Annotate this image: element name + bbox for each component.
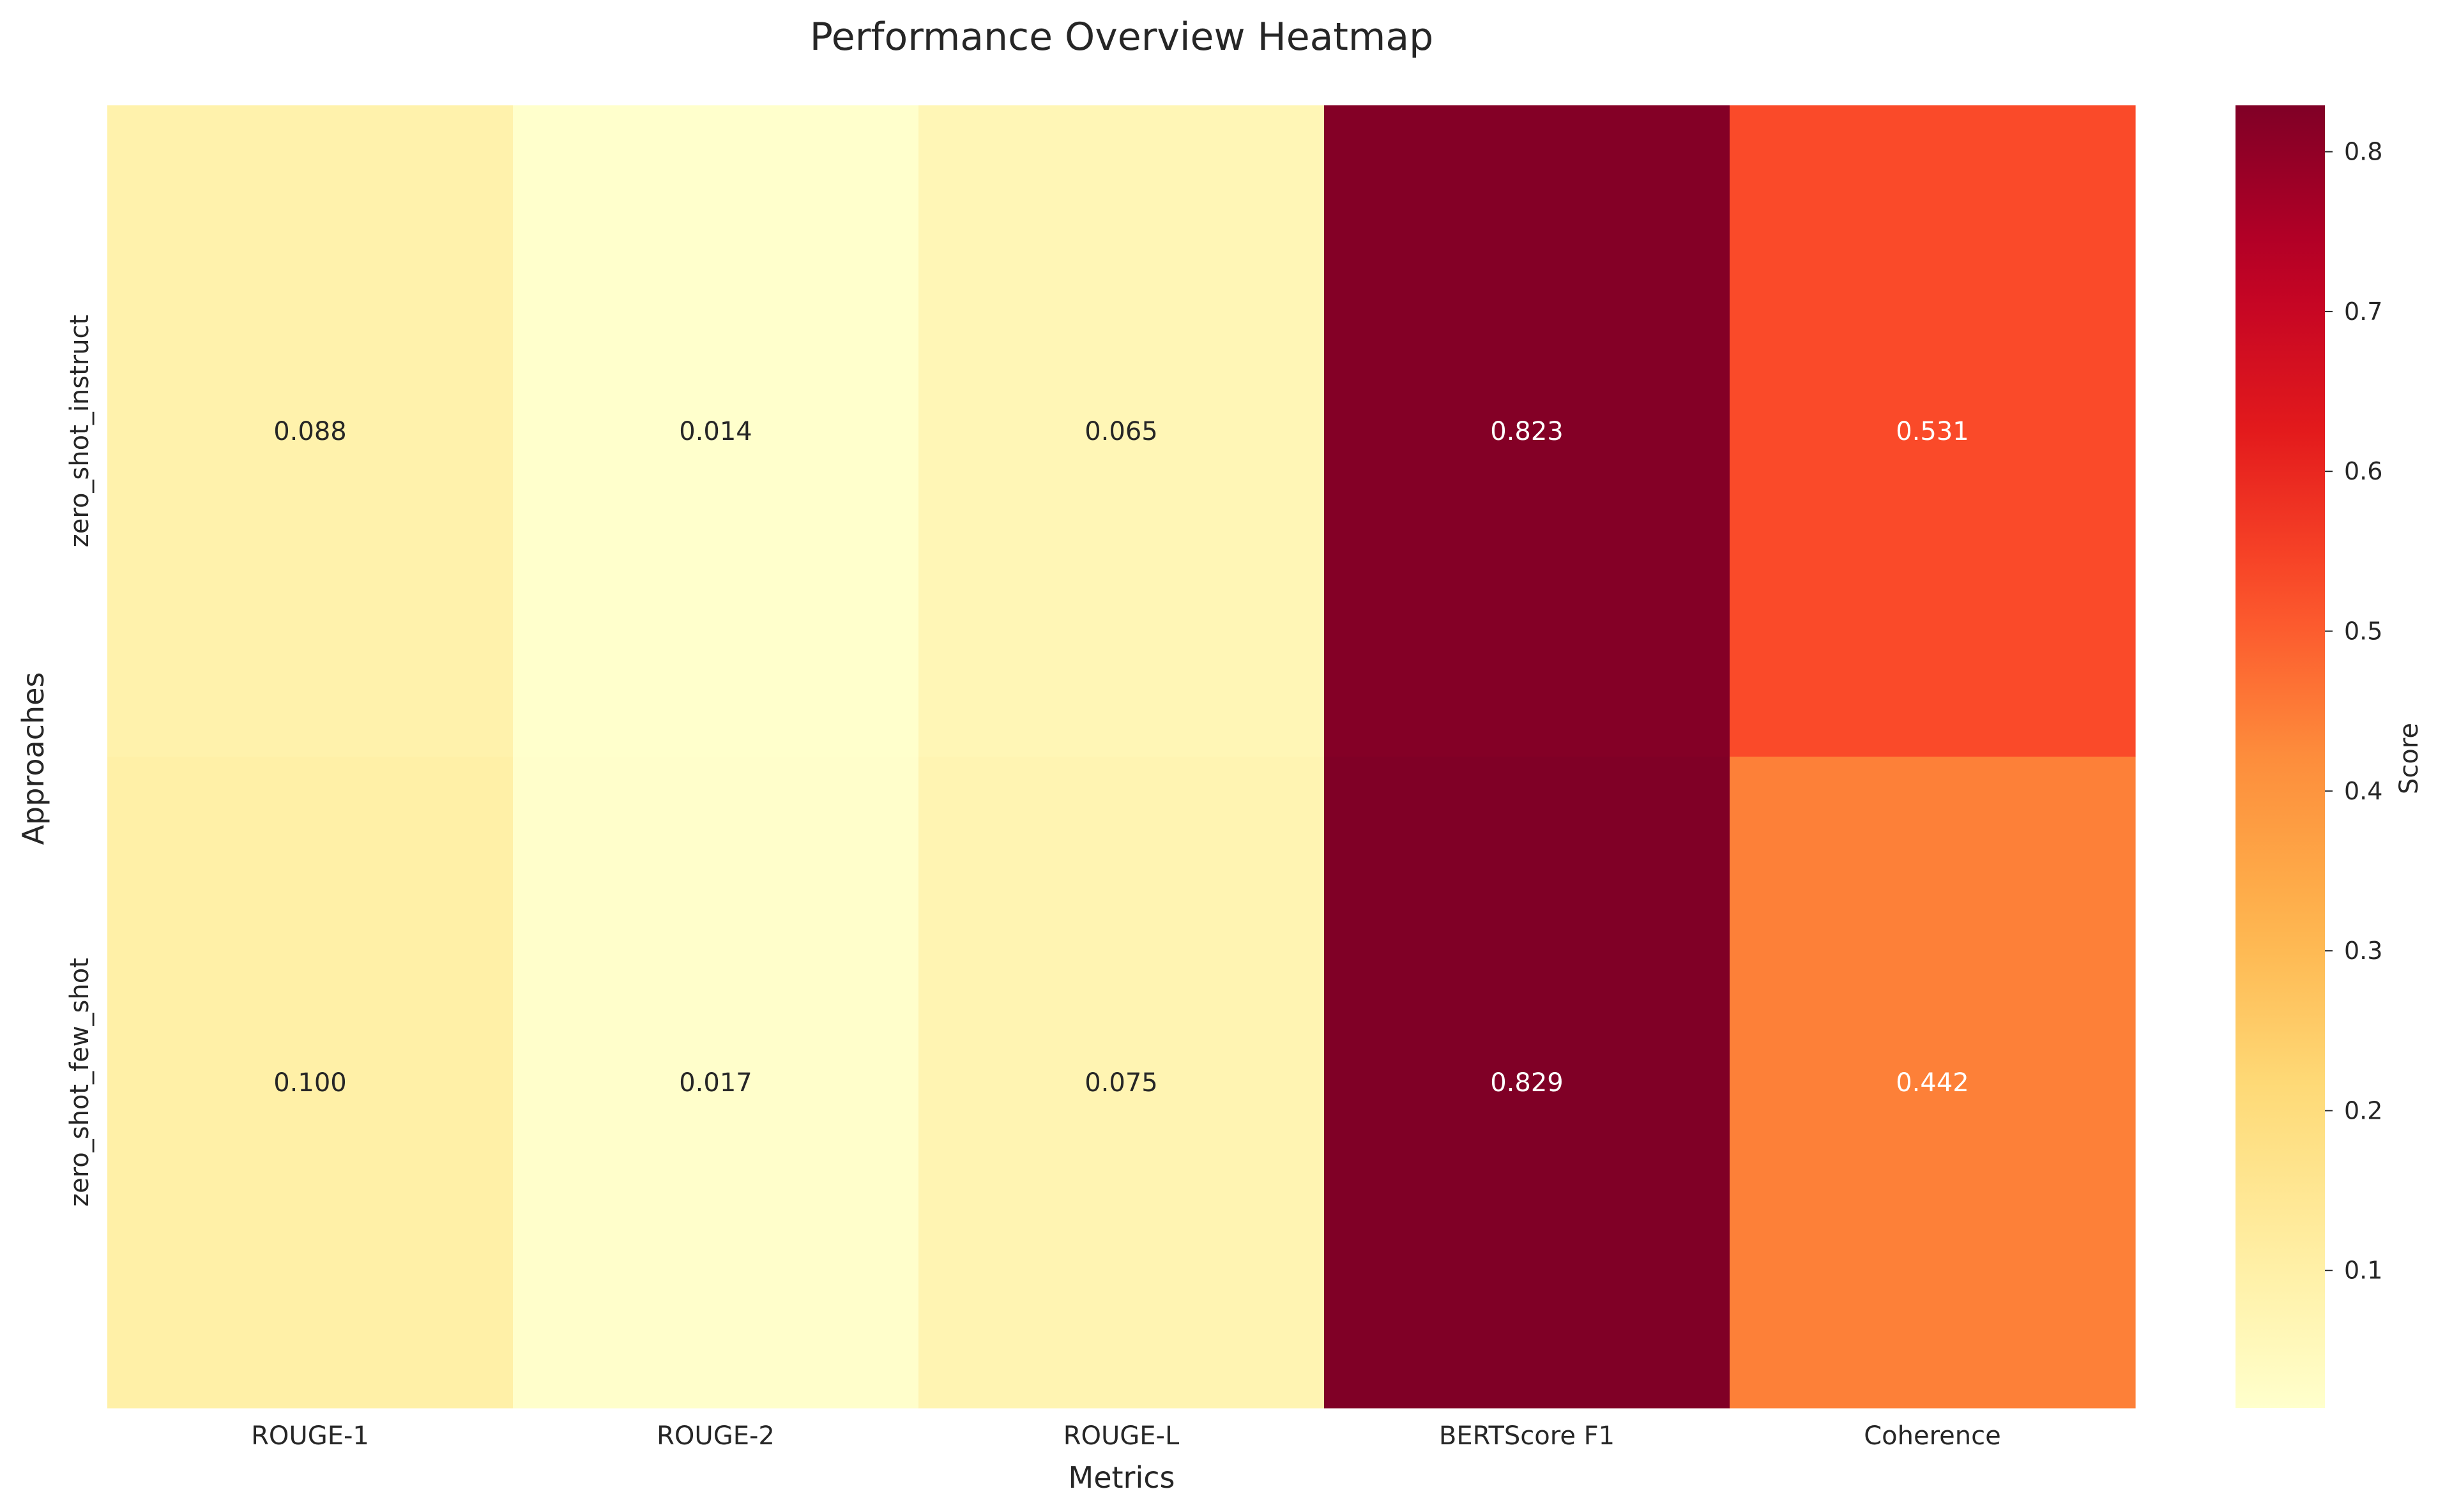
cell-value-label: 0.088	[273, 417, 347, 446]
x-tick-label: Coherence	[1864, 1421, 2001, 1451]
colorbar-tick-label: 0.6	[2344, 457, 2382, 485]
y-tick-labels: zero_shot_instruct zero_shot_few_shot	[65, 315, 95, 1207]
colorbar-ticks: 0.1 0.2 0.3 0.4 0.5 0.6 0.7 0.8	[2325, 138, 2382, 1285]
cell-value-labels: 0.088 0.014 0.065 0.823 0.531 0.100 0.017 0.075…	[273, 417, 1969, 1098]
cell-value-label: 0.100	[273, 1068, 347, 1098]
heatmap-cell	[1324, 105, 1730, 757]
heatmap-cells	[107, 105, 2136, 1409]
x-tick-label: ROUGE-L	[1063, 1421, 1180, 1451]
colorbar-tick-label: 0.7	[2344, 298, 2382, 326]
cell-value-label: 0.017	[679, 1068, 752, 1098]
y-axis-label: Approaches	[16, 672, 50, 845]
colorbar-tick-label: 0.4	[2344, 777, 2382, 805]
colorbar-tick-label: 0.2	[2344, 1096, 2382, 1124]
cell-value-label: 0.065	[1085, 417, 1158, 446]
heatmap-cell	[1324, 757, 1730, 1409]
x-tick-labels: ROUGE-1 ROUGE-2 ROUGE-L BERTScore F1 Coheren…	[251, 1421, 2001, 1451]
heatmap-cell	[513, 105, 919, 757]
cell-value-label: 0.531	[1896, 417, 1969, 446]
colorbar-tick-label: 0.5	[2344, 617, 2382, 646]
heatmap-cell	[513, 757, 919, 1409]
cell-value-label: 0.442	[1896, 1068, 1969, 1098]
colorbar-tick-label: 0.8	[2344, 138, 2382, 166]
heatmap-cell	[918, 105, 1325, 757]
chart-title: Performance Overview Heatmap	[810, 15, 1433, 59]
heatmap-cell	[1730, 105, 2136, 757]
heatmap-cell	[1730, 757, 2136, 1409]
colorbar-tick-label: 0.3	[2344, 937, 2382, 965]
heatmap-cell	[918, 757, 1325, 1409]
cell-value-label: 0.829	[1490, 1068, 1564, 1098]
x-tick-label: ROUGE-2	[657, 1421, 775, 1451]
heatmap-cell	[107, 757, 514, 1409]
x-axis-label: Metrics	[1069, 1460, 1175, 1495]
x-tick-label: BERTScore F1	[1439, 1421, 1615, 1451]
cell-value-label: 0.014	[679, 417, 752, 446]
colorbar-label: Score	[2395, 723, 2424, 794]
heatmap-cell	[107, 105, 514, 757]
y-tick-label: zero_shot_few_shot	[65, 958, 95, 1207]
colorbar-tick-label: 0.1	[2344, 1257, 2382, 1285]
y-tick-label: zero_shot_instruct	[65, 315, 95, 547]
cell-value-label: 0.823	[1490, 417, 1564, 446]
colorbar	[2236, 105, 2325, 1408]
cell-value-label: 0.075	[1085, 1068, 1158, 1098]
x-tick-label: ROUGE-1	[251, 1421, 369, 1451]
